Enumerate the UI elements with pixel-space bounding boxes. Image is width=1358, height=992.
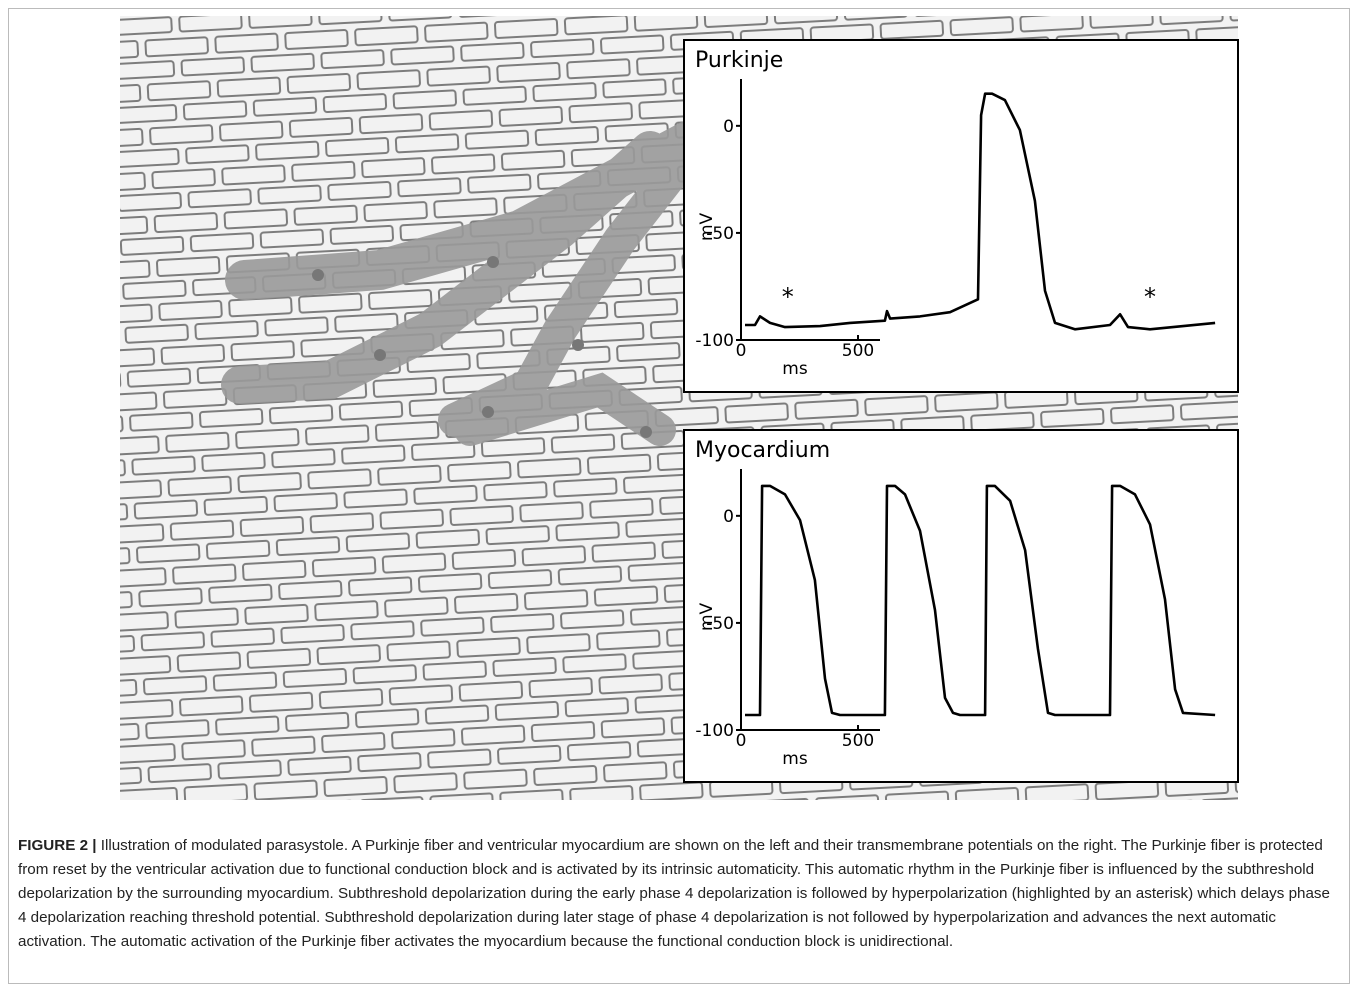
x-tick-label: 500 xyxy=(842,341,874,361)
figure-frame xyxy=(8,8,1350,984)
panel-title: Purkinje xyxy=(695,48,783,73)
annotation: * xyxy=(1144,283,1156,311)
trace xyxy=(745,484,1216,717)
panel-title: Myocardium xyxy=(695,438,830,463)
panel xyxy=(683,39,1239,393)
caption: FIGURE 2 | Illustration of modulated par… xyxy=(18,834,1340,954)
caption-label: FIGURE 2 | xyxy=(18,837,97,854)
y-axis-label: mV xyxy=(697,602,717,631)
x-tick-label: 0 xyxy=(736,341,747,361)
x-axis-label: ms xyxy=(782,749,808,769)
y-tick-label: -50 xyxy=(706,224,734,244)
x-axis-label: ms xyxy=(782,359,808,379)
y-tick-label: -100 xyxy=(695,721,734,741)
y-tick-label: -100 xyxy=(695,331,734,351)
y-tick-label: 0 xyxy=(723,117,734,137)
x-tick-label: 500 xyxy=(842,731,874,751)
y-axis-label: mV xyxy=(697,212,717,241)
annotation: * xyxy=(782,283,794,311)
x-tick-label: 0 xyxy=(736,731,747,751)
caption-text: Illustration of modulated parasystole. A… xyxy=(18,837,1330,950)
y-tick-label: 0 xyxy=(723,507,734,527)
y-tick-label: -50 xyxy=(706,614,734,634)
trace xyxy=(745,92,1216,331)
